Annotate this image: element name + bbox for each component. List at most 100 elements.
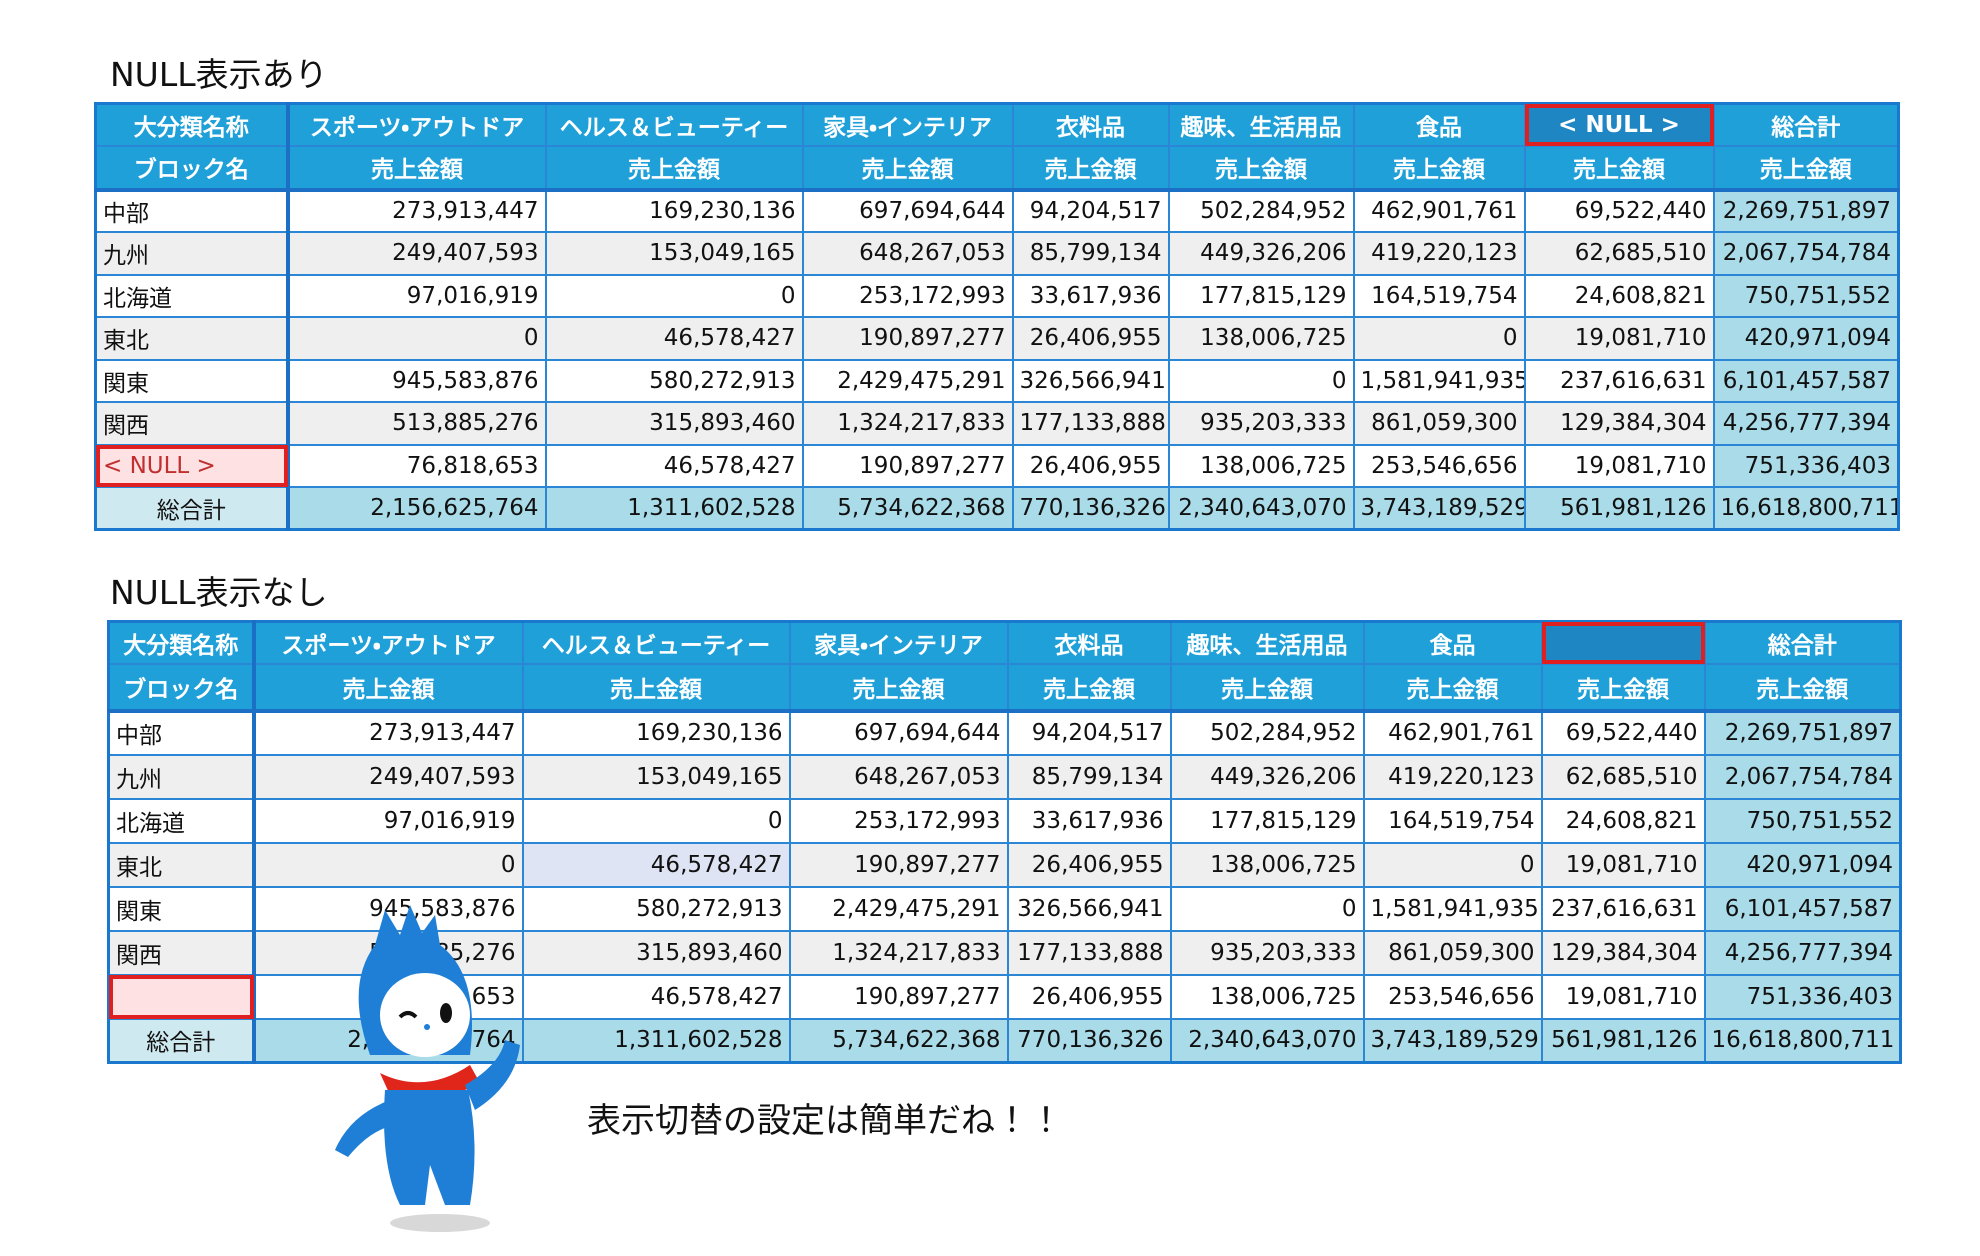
value-cell: 1,581,941,935 (1352, 358, 1526, 403)
value-cell: 19,081,710 (1523, 443, 1715, 488)
value-cell: 3,743,189,529 (1352, 486, 1526, 531)
caption: 表示切替の設定は簡単だね！！ (587, 1101, 1063, 1141)
value-cell: 153,049,165 (544, 231, 804, 276)
value-cell: 138,006,725 (1169, 973, 1365, 1020)
value-cell: 770,136,326 (1011, 486, 1170, 531)
value-cell: 249,407,593 (286, 231, 547, 276)
header-cell: ヘルス＆ビューティー (544, 102, 804, 147)
value-cell: 502,284,952 (1169, 709, 1365, 756)
value-cell: 26,406,955 (1011, 316, 1170, 361)
value-cell: 751,336,403 (1703, 973, 1902, 1020)
data-row: 九州 249,407,593 153,049,165 648,267,053 85,79… (94, 231, 1900, 276)
value-cell: 697,694,644 (788, 709, 1009, 756)
header-cell: 売上金額 (544, 144, 804, 192)
mascot (335, 905, 520, 1232)
value-cell: 19,081,710 (1540, 841, 1706, 888)
row-label: 東北 (107, 841, 256, 888)
row-label: 東北 (94, 316, 290, 361)
row-label: 関東 (107, 885, 256, 932)
value-cell: 26,406,955 (1006, 841, 1172, 888)
header-cell: 売上金額 (801, 144, 1014, 192)
value-cell: 861,059,300 (1352, 401, 1526, 446)
value-cell: 0 (1169, 885, 1365, 932)
value-cell: 770,136,326 (1006, 1017, 1172, 1064)
header-cell: 売上金額 (1540, 662, 1706, 713)
value-cell: 177,815,129 (1169, 797, 1365, 844)
value-cell: 750,751,552 (1712, 273, 1900, 318)
value-cell: 94,204,517 (1011, 188, 1170, 233)
value-cell: 24,608,821 (1523, 273, 1715, 318)
value-cell: 177,133,888 (1011, 401, 1170, 446)
value-cell: 177,815,129 (1167, 273, 1355, 318)
header-row: 大分類名称 スポーツ・アウトドア ヘルス＆ビューティー 家具・インテリア 衣料品 趣味、生… (107, 620, 1902, 665)
value-cell: 6,101,457,587 (1703, 885, 1902, 932)
row-label: 九州 (107, 753, 256, 800)
value-cell: 0 (1167, 358, 1355, 403)
value-cell: 76,818,653 (286, 443, 547, 488)
header-cell: 売上金額 (1011, 144, 1170, 192)
value-cell: 46,578,427 (544, 443, 804, 488)
pivot-table: 大分類名称 スポーツ・アウトドア ヘルス＆ビューティー 家具・インテリア 衣料品 趣味、生… (107, 620, 1902, 1064)
value-cell: 0 (1362, 841, 1543, 888)
value-cell: 249,407,593 (252, 753, 524, 800)
header-cell: 売上金額 (521, 662, 791, 713)
value-cell: 237,616,631 (1540, 885, 1706, 932)
value-cell: 46,578,427 (521, 841, 791, 888)
data-row: 関東 945,583,876 580,272,913 2,429,475,291 326… (107, 885, 1902, 932)
value-cell: 138,006,725 (1169, 841, 1365, 888)
value-cell: 5,734,622,368 (788, 1017, 1009, 1064)
value-cell: 97,016,919 (252, 797, 524, 844)
data-row: 中部 273,913,447 169,230,136 697,694,644 94,20… (107, 709, 1902, 756)
value-cell: 169,230,136 (544, 188, 804, 233)
value-cell: 315,893,460 (544, 401, 804, 446)
value-cell: 0 (521, 797, 791, 844)
value-cell: 2,340,643,070 (1169, 1017, 1365, 1064)
value-cell: 2,340,643,070 (1167, 486, 1355, 531)
value-cell: 273,913,447 (252, 709, 524, 756)
value-cell: 449,326,206 (1169, 753, 1365, 800)
header-cell: 売上金額 (1523, 144, 1715, 192)
value-cell: 935,203,333 (1169, 929, 1365, 976)
row-label: 関東 (94, 358, 290, 403)
pivot-table: 大分類名称 スポーツ・アウトドア ヘルス＆ビューティー 家具・インテリア 衣料品 趣味、生… (94, 102, 1900, 531)
data-row: 北海道 97,016,919 0 253,172,993 33,617,936 177,8… (94, 273, 1900, 318)
row-label: 北海道 (94, 273, 290, 318)
value-cell: 138,006,725 (1167, 443, 1355, 488)
header-cell: 総合計 (1703, 620, 1902, 665)
value-cell: 561,981,126 (1523, 486, 1715, 531)
value-cell: 3,743,189,529 (1362, 1017, 1543, 1064)
value-cell: 326,566,941 (1011, 358, 1170, 403)
value-cell: 0 (286, 316, 547, 361)
header-cell: ヘルス＆ビューティー (521, 620, 791, 665)
header-cell: 趣味、生活用品 (1167, 102, 1355, 147)
value-cell: 153,049,165 (521, 753, 791, 800)
value-cell: 1,581,941,935 (1362, 885, 1543, 932)
row-label (107, 973, 256, 1020)
data-row: 総合計2,156,625,7641,311,602,5285,734,622,3… (107, 1017, 1902, 1064)
value-cell: 273,913,447 (286, 188, 547, 233)
header-cell: 食品 (1362, 620, 1543, 665)
value-cell: 513,885,276 (286, 401, 547, 446)
value-cell: 462,901,761 (1362, 709, 1543, 756)
value-cell: 33,617,936 (1011, 273, 1170, 318)
value-cell: 46,578,427 (544, 316, 804, 361)
value-cell: 94,204,517 (1006, 709, 1172, 756)
value-cell: 945,583,876 (286, 358, 547, 403)
data-row: < NULL >76,818,653 46,578,427 190,897,277 2… (94, 443, 1900, 488)
value-cell: 190,897,277 (788, 973, 1009, 1020)
header-cell (1540, 620, 1706, 665)
section-title: NULL表示なし (110, 573, 328, 612)
value-cell: 2,067,754,784 (1712, 231, 1900, 276)
row-label: 総合計 (107, 1017, 256, 1064)
value-cell: 164,519,754 (1362, 797, 1543, 844)
value-cell: 190,897,277 (801, 443, 1014, 488)
header-cell: スポーツ・アウトドア (252, 620, 524, 665)
value-cell: 1,311,602,528 (521, 1017, 791, 1064)
data-row: 九州 249,407,593 153,049,165 648,267,053 85,79… (107, 753, 1902, 800)
header-cell: < NULL > (1523, 102, 1715, 147)
value-cell: 97,016,919 (286, 273, 547, 318)
header-cell: 売上金額 (1169, 662, 1365, 713)
value-cell: 580,272,913 (521, 885, 791, 932)
header-cell: 売上金額 (252, 662, 524, 713)
